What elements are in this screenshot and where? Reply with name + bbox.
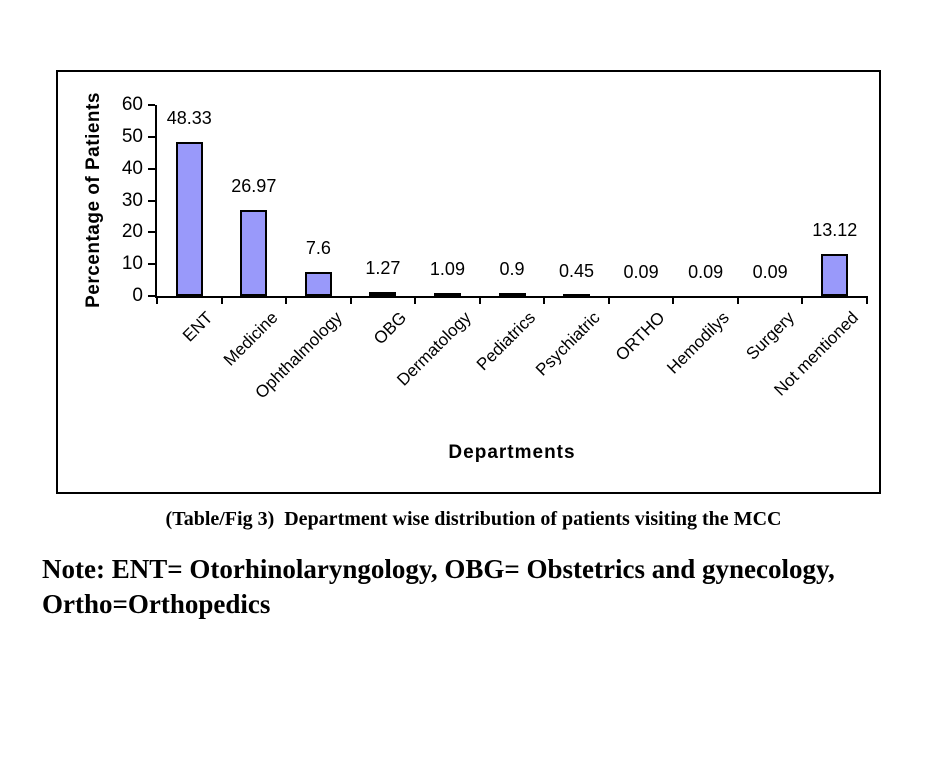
category-label: ENT: [179, 308, 217, 346]
bar: [821, 254, 849, 296]
bar-value-label: 0.09: [688, 261, 724, 282]
plot-area: 0 10 20 30 40 50 60 48.33 ENT 26.97 Medicine 7.6 Oph…: [58, 72, 879, 492]
bar-value-label: 0.9: [499, 259, 525, 280]
x-tick: [736, 296, 739, 304]
category-label: Hemodilys: [663, 308, 734, 378]
bar-value-label: 13.12: [812, 220, 858, 241]
x-tick: [866, 296, 868, 304]
bar-value-label: 1.09: [429, 258, 465, 279]
category-label: OBG: [370, 308, 411, 349]
x-tick: [285, 296, 288, 304]
bar: [433, 292, 461, 297]
y-tick-label: 20: [121, 221, 143, 243]
y-axis-title: Percentage of Patients: [83, 92, 104, 308]
bar: [369, 291, 397, 296]
y-tick: [148, 263, 155, 266]
x-tick: [543, 296, 546, 304]
x-tick: [478, 296, 481, 304]
x-tick: [349, 296, 352, 304]
x-axis-title: Departments: [448, 442, 576, 463]
bar-value-label: 48.33: [166, 108, 212, 129]
y-tick: [148, 135, 155, 138]
y-tick-label: 60: [121, 94, 143, 115]
bar: [498, 293, 526, 298]
category-label: Psychiatric: [532, 308, 604, 380]
figure-box: 0 10 20 30 40 50 60 48.33 ENT 26.97 Medicine 7.6 Oph…: [56, 70, 881, 494]
y-tick: [148, 295, 155, 297]
y-tick: [148, 199, 155, 202]
figure-caption: (Table/Fig 3) Department wise distributi…: [165, 508, 782, 530]
y-tick: [148, 104, 155, 106]
bar-value-label: 0.45: [559, 260, 595, 281]
bar: [304, 271, 332, 296]
figure-note: Note: ENT= Otorhinolaryngology, OBG= Obs…: [42, 554, 835, 620]
x-tick: [220, 296, 223, 304]
y-tick-label: 40: [121, 157, 143, 179]
category-label: Medicine: [219, 308, 282, 370]
y-tick-label: 0: [132, 285, 143, 306]
y-axis-line: [155, 105, 157, 298]
x-tick: [607, 296, 610, 304]
bar-value-label: 7.6: [305, 237, 331, 258]
y-tick: [148, 231, 155, 234]
bar: [240, 210, 268, 296]
y-tick-label: 30: [121, 189, 143, 211]
x-tick: [672, 296, 675, 304]
bar: [563, 294, 591, 296]
bar-value-label: 1.27: [365, 257, 401, 278]
y-tick-label: 10: [121, 253, 143, 275]
x-tick: [414, 296, 417, 304]
bar-value-label: 0.09: [623, 261, 659, 282]
x-tick: [156, 296, 158, 304]
y-tick: [148, 167, 155, 170]
category-label: ORTHO: [611, 308, 669, 365]
bar-value-label: 26.97: [231, 176, 277, 197]
category-label: Surgery: [742, 308, 798, 364]
bar-value-label: 0.09: [752, 261, 788, 282]
bar: [175, 142, 203, 296]
x-tick: [801, 296, 804, 304]
category-label: Pediatrics: [473, 308, 540, 375]
y-tick-label: 50: [121, 125, 143, 147]
